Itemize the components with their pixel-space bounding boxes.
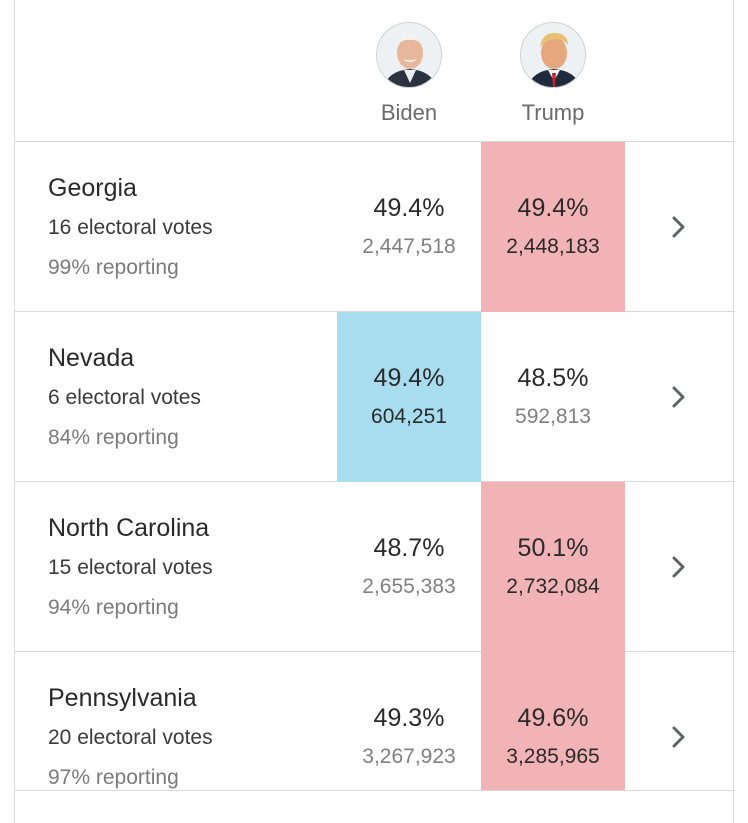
state-row-north-carolina[interactable]: North Carolina 15 electoral votes 94% re…: [15, 482, 735, 652]
candidate-name-trump: Trump: [521, 100, 585, 125]
biden-percent: 48.7%: [373, 534, 445, 562]
state-row-nevada[interactable]: Nevada 6 electoral votes 84% reporting 4…: [15, 312, 735, 482]
candidate-biden: Biden: [337, 22, 481, 126]
trump-percent: 50.1%: [517, 534, 589, 562]
trump-portrait-icon: [520, 22, 586, 88]
candidate-name-biden: Biden: [380, 100, 438, 125]
biden-percent: 49.4%: [373, 364, 445, 392]
reporting-status: 97% reporting: [48, 766, 179, 789]
trump-percent: 49.6%: [517, 704, 589, 732]
biden-percent: 49.4%: [373, 194, 445, 222]
trump-votes: 3,285,965: [506, 745, 600, 768]
candidates-header: Biden Trump: [15, 0, 735, 142]
biden-votes: 2,655,383: [362, 575, 456, 598]
chevron-right-icon[interactable]: [663, 722, 693, 752]
state-row-pennsylvania[interactable]: Pennsylvania 20 electoral votes 97% repo…: [15, 652, 735, 790]
candidate-trump: Trump: [481, 22, 625, 126]
trump-percent: 48.5%: [517, 364, 589, 392]
electoral-votes: 16 electoral votes: [48, 216, 213, 239]
state-name: Nevada: [48, 344, 135, 372]
trump-votes: 592,813: [515, 405, 591, 428]
electoral-votes: 20 electoral votes: [48, 726, 213, 749]
biden-result-cell: 49.3% 3,267,923: [337, 652, 481, 790]
electoral-votes: 15 electoral votes: [48, 556, 213, 579]
biden-result-cell: 48.7% 2,655,383: [337, 482, 481, 652]
trump-result-cell: 48.5% 592,813: [481, 312, 625, 482]
divider: [15, 790, 735, 791]
trump-percent: 49.4%: [517, 194, 589, 222]
trump-votes: 2,448,183: [506, 235, 600, 258]
biden-result-cell: 49.4% 604,251: [337, 312, 481, 482]
biden-portrait-icon: [376, 22, 442, 88]
results-panel: Biden Trump Georgia 16 electoral votes 9…: [14, 0, 735, 823]
biden-result-cell: 49.4% 2,447,518: [337, 142, 481, 312]
biden-percent: 49.3%: [373, 704, 445, 732]
trump-result-cell: 49.4% 2,448,183: [481, 142, 625, 312]
state-row-georgia[interactable]: Georgia 16 electoral votes 99% reporting…: [15, 142, 735, 312]
state-name: Pennsylvania: [48, 684, 197, 712]
state-name: North Carolina: [48, 514, 210, 542]
trump-votes: 2,732,084: [506, 575, 600, 598]
biden-votes: 2,447,518: [362, 235, 456, 258]
biden-votes: 604,251: [371, 405, 447, 428]
reporting-status: 84% reporting: [48, 426, 179, 449]
chevron-right-icon[interactable]: [663, 382, 693, 412]
reporting-status: 99% reporting: [48, 256, 179, 279]
trump-result-cell: 50.1% 2,732,084: [481, 482, 625, 652]
biden-votes: 3,267,923: [362, 745, 456, 768]
state-name: Georgia: [48, 174, 137, 202]
trump-result-cell: 49.6% 3,285,965: [481, 652, 625, 790]
chevron-right-icon[interactable]: [663, 552, 693, 582]
chevron-right-icon[interactable]: [663, 212, 693, 242]
reporting-status: 94% reporting: [48, 596, 179, 619]
electoral-votes: 6 electoral votes: [48, 386, 201, 409]
